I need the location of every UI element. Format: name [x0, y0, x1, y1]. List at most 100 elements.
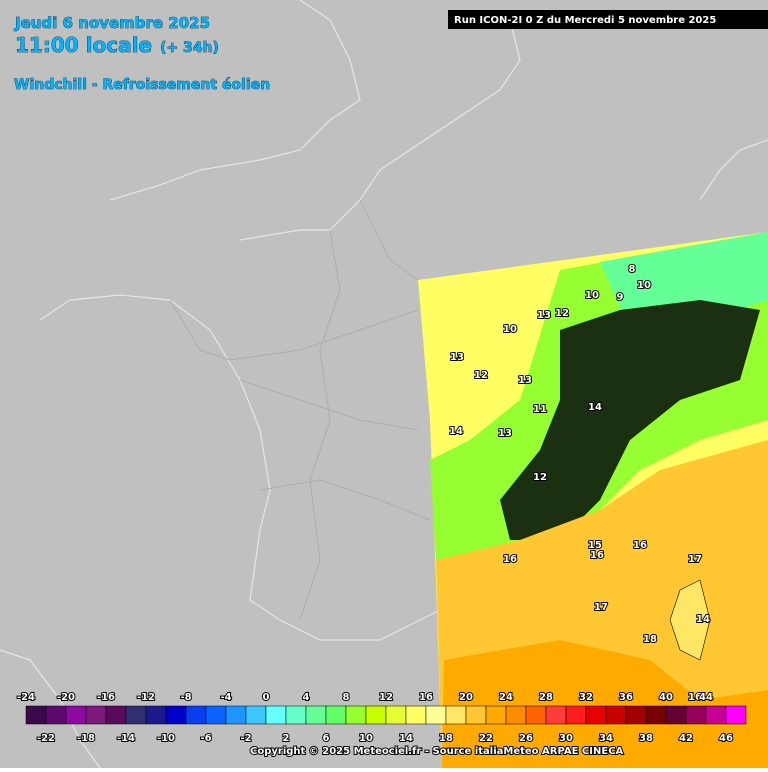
- contour-label: 11: [533, 404, 547, 415]
- legend-tick-label: 42: [679, 733, 693, 744]
- legend-swatch: [365, 705, 387, 725]
- legend-tick-label: 4: [303, 692, 310, 703]
- legend-swatch: [45, 705, 67, 725]
- legend-swatch: [65, 705, 87, 725]
- legend-tick-label: 14: [399, 733, 413, 744]
- legend-swatch: [525, 705, 547, 725]
- legend-tick-label: 44: [699, 692, 713, 703]
- legend-swatch: [665, 705, 687, 725]
- contour-label: 10: [585, 290, 599, 301]
- legend-tick-label: 10: [359, 733, 373, 744]
- legend-swatch: [305, 705, 327, 725]
- legend-tick-label: 20: [459, 692, 473, 703]
- legend-tick-label: 22: [479, 733, 493, 744]
- legend-tick-label: 38: [639, 733, 653, 744]
- legend-swatch: [265, 705, 287, 725]
- legend-tick-label: -10: [157, 733, 175, 744]
- contour-label: 8: [629, 264, 636, 275]
- contour-label: 10: [503, 324, 517, 335]
- contour-label: 16: [590, 550, 604, 561]
- contour-label: 16: [633, 540, 647, 551]
- legend-tick-label: -14: [117, 733, 135, 744]
- legend-tick-label: -12: [137, 692, 155, 703]
- legend-swatch: [425, 705, 447, 725]
- legend-tick-label: 12: [379, 692, 393, 703]
- legend-swatch: [565, 705, 587, 725]
- field-dark: [500, 300, 760, 540]
- legend-tick-label: -16: [97, 692, 115, 703]
- legend-swatch: [285, 705, 307, 725]
- legend-tick-label: 32: [579, 692, 593, 703]
- legend-tick-label: 24: [499, 692, 513, 703]
- legend-swatch: [205, 705, 227, 725]
- legend-swatch: [625, 705, 647, 725]
- legend-swatch: [85, 705, 107, 725]
- legend-tick-label: 46: [719, 733, 733, 744]
- contour-label: 10: [637, 280, 651, 291]
- legend-tick-label: -22: [37, 733, 55, 744]
- legend-tick-label: 36: [619, 692, 633, 703]
- contour-label: 12: [533, 472, 547, 483]
- legend-swatch: [105, 705, 127, 725]
- corsica: [669, 579, 711, 661]
- contour-label: 9: [617, 292, 624, 303]
- legend-tick-label: -2: [240, 733, 251, 744]
- contour-label: 13: [518, 375, 532, 386]
- legend-tick-label: -18: [77, 733, 95, 744]
- legend-swatch: [585, 705, 607, 725]
- legend-tick-label: 0: [263, 692, 270, 703]
- legend-tick-label: -8: [180, 692, 191, 703]
- legend-swatch: [705, 705, 727, 725]
- contour-label: 16: [688, 692, 702, 703]
- legend-swatch: [545, 705, 567, 725]
- contour-label: 16: [503, 554, 517, 565]
- legend-swatch: [505, 705, 527, 725]
- legend-swatch: [385, 705, 407, 725]
- legend-tick-label: 26: [519, 733, 533, 744]
- contour-label: 18: [643, 634, 657, 645]
- legend-tick-label: -4: [220, 692, 231, 703]
- contour-label: 13: [450, 352, 464, 363]
- run-box: [448, 10, 768, 29]
- date: Jeudi 6 novembre 2025: [14, 14, 210, 32]
- legend-swatch: [465, 705, 487, 725]
- legend-tick-label: 16: [419, 692, 433, 703]
- legend-swatch: [605, 705, 627, 725]
- legend-tick-label: 6: [323, 733, 330, 744]
- legend-tick-label: 2: [283, 733, 290, 744]
- contour-label: 14: [588, 402, 602, 413]
- borders: [169, 199, 431, 621]
- copyright: Copyright © 2025 Meteociel.fr - Source i…: [250, 746, 624, 757]
- legend-tick-label: 28: [539, 692, 553, 703]
- legend-tick-label: 40: [659, 692, 673, 703]
- legend-swatch: [125, 705, 147, 725]
- legend-tick-label: -6: [200, 733, 211, 744]
- time: 11:00 locale: [15, 33, 152, 57]
- legend-swatch: [325, 705, 347, 725]
- legend-swatch: [485, 705, 507, 725]
- legend-tick-label: 8: [343, 692, 350, 703]
- legend-swatch: [165, 705, 187, 725]
- legend-swatch: [25, 705, 47, 725]
- legend-swatch: [445, 705, 467, 725]
- offset: (+ 34h): [160, 40, 219, 56]
- contour-label: 17: [688, 554, 702, 565]
- legend: -24-22-20-18-16-14-12-10-8-6-4-202468101…: [16, 691, 747, 745]
- legend-swatch: [245, 705, 267, 725]
- legend-tick-label: 18: [439, 733, 453, 744]
- contour-label: 17: [594, 602, 608, 613]
- legend-swatch: [185, 705, 207, 725]
- legend-swatch: [685, 705, 707, 725]
- field-orange-deep: [442, 640, 768, 768]
- legend-swatch: [145, 705, 167, 725]
- legend-tick-label: -20: [57, 692, 75, 703]
- subtitle: Windchill - Refroissement éolien: [14, 77, 270, 93]
- contour-label: 14: [696, 614, 710, 625]
- contour-label: 13: [498, 428, 512, 439]
- contour-label: 13: [537, 310, 551, 321]
- run: Run ICON-2I 0 Z du Mercredi 5 novembre 2…: [454, 15, 716, 26]
- legend-swatch: [725, 705, 747, 725]
- legend-tick-label: -24: [17, 692, 35, 703]
- legend-tick-label: 30: [559, 733, 573, 744]
